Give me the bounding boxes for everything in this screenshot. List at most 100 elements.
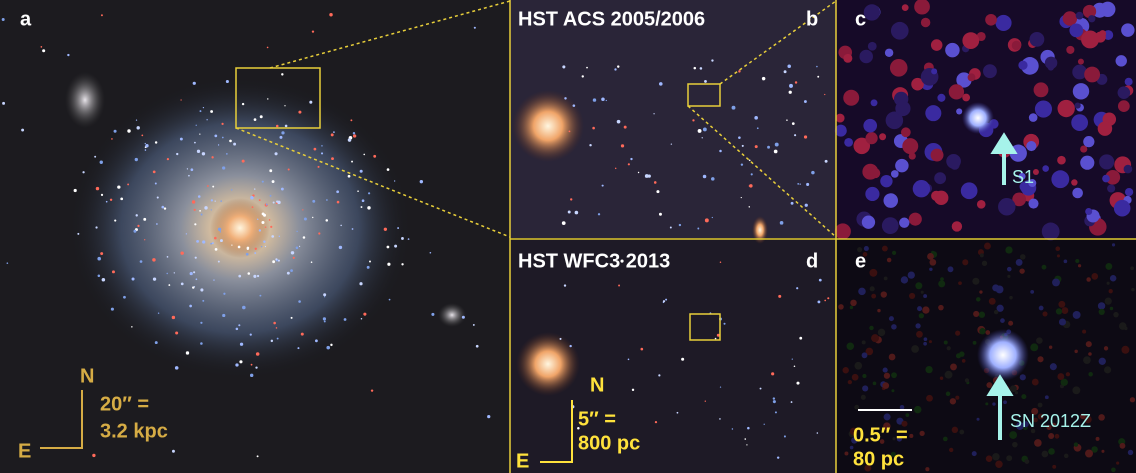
star [155,182,157,184]
star [703,175,707,179]
star [143,218,146,221]
star [799,337,802,340]
star [247,247,250,250]
pixel-blob [895,101,910,116]
pixel-blob [1095,32,1106,43]
noise [1025,459,1030,464]
star [564,284,566,286]
star [167,256,169,258]
noise [1112,243,1115,246]
star [394,180,395,181]
star [261,221,264,224]
pixel-blob [895,159,908,172]
noise [847,342,855,350]
star [195,257,197,259]
star [357,190,359,192]
star [367,266,370,269]
star [145,149,147,151]
noise [921,291,924,294]
pixel-blob [870,168,880,178]
star [235,363,238,366]
star [473,324,475,326]
star [350,119,352,121]
pixel-blob [995,15,1011,31]
star [106,201,108,203]
noise [927,253,934,260]
noise [1055,246,1060,251]
star [336,190,339,193]
annotation: S1 [1012,167,1034,187]
scale-angle: 0.5″ = [853,424,908,446]
star [186,233,187,234]
noise [1111,467,1116,472]
star [775,143,779,147]
noise [986,382,992,388]
noise [901,276,908,283]
noise [891,389,894,392]
star [368,192,370,194]
noise [925,366,932,373]
noise [1116,462,1119,465]
star [197,150,200,153]
star [270,226,272,228]
star [774,150,778,154]
star [284,105,285,106]
star [41,46,43,48]
star [275,258,277,260]
noise [1032,379,1039,386]
star [331,133,334,136]
star [201,214,203,216]
noise [862,374,866,378]
star [200,322,202,324]
star [720,386,721,387]
pixel-blob [931,149,944,162]
star [267,98,268,99]
noise [908,271,915,278]
star [222,166,225,169]
noise [878,329,885,336]
star [101,194,103,196]
star [238,324,240,326]
pixel-blob [985,14,997,26]
star [199,210,201,212]
star [263,241,265,243]
noise [1064,454,1069,459]
noise [1008,321,1013,326]
star [271,235,274,238]
noise [923,342,927,346]
star [231,189,233,191]
noise [947,346,951,350]
star [304,218,307,221]
noise [1074,442,1078,446]
star [359,282,362,285]
star [360,170,363,173]
pixel-blob [1071,179,1077,185]
star [260,115,263,118]
pixel-blob [883,193,898,208]
pixel-blob [921,18,930,27]
star [152,258,155,261]
star [825,160,828,163]
star [250,196,253,199]
star [744,438,746,440]
noise [982,261,987,266]
star [167,158,169,160]
star [277,338,279,340]
scale-angle: 20″ = [100,393,149,415]
pixel-blob [1107,184,1115,192]
star [569,345,571,347]
noise [884,276,888,280]
star [82,171,84,173]
noise [1059,318,1066,325]
star [218,261,220,263]
star [279,136,282,139]
star [732,106,736,110]
star [614,68,616,70]
star [326,346,330,350]
star [397,227,399,229]
star [7,262,9,264]
star [352,228,354,230]
pixel-blob [1100,2,1115,17]
pixel-blob [1076,12,1084,20]
pixel-blob [843,54,852,63]
